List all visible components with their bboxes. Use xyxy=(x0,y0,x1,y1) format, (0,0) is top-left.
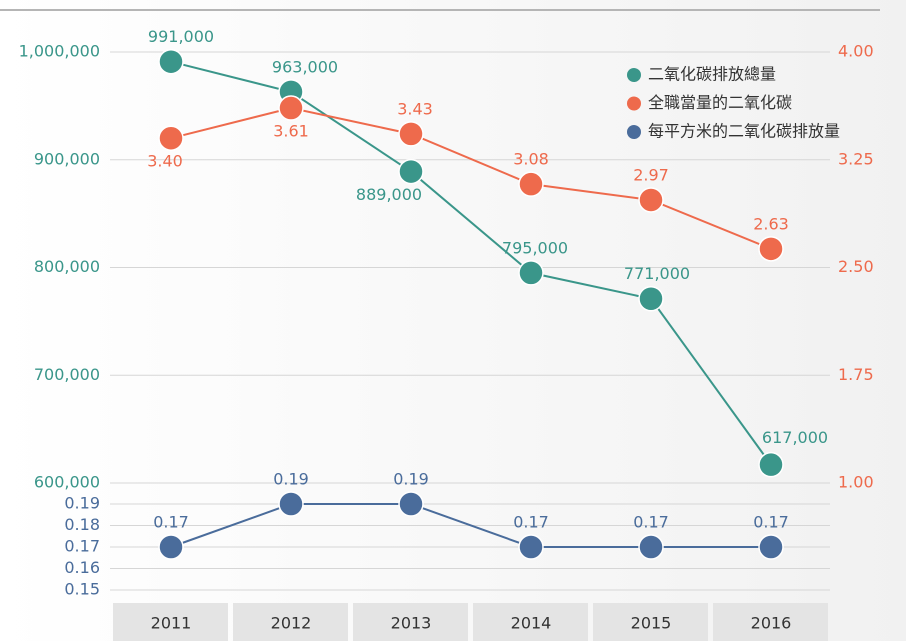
legend-label: 全職當量的二氧化碳 xyxy=(648,93,792,112)
data-label: 3.61 xyxy=(273,122,309,141)
point xyxy=(758,451,784,478)
x-tick-label: 2014 xyxy=(511,614,552,633)
point xyxy=(638,285,664,312)
y-tick-label: 0.17 xyxy=(64,537,100,556)
y-tick-label: 1.75 xyxy=(838,365,874,384)
legend-marker xyxy=(627,125,641,139)
data-label: 0.17 xyxy=(513,513,549,532)
y-tick-label: 600,000 xyxy=(34,473,100,492)
x-tick-box xyxy=(353,603,468,641)
x-tick-label: 2016 xyxy=(751,614,792,633)
x-tick-label: 2015 xyxy=(631,614,672,633)
point xyxy=(398,158,424,185)
y-tick-label: 0.18 xyxy=(64,515,100,534)
point xyxy=(638,534,664,560)
legend-label: 二氧化碳排放總量 xyxy=(648,65,776,84)
data-label: 617,000 xyxy=(762,428,828,447)
point xyxy=(398,121,424,147)
data-label: 0.17 xyxy=(153,513,189,532)
data-label: 795,000 xyxy=(502,238,568,257)
y-tick-label: 1.00 xyxy=(838,473,874,492)
data-label: 991,000 xyxy=(148,27,214,46)
y-tick-label: 800,000 xyxy=(34,257,100,276)
x-tick-box xyxy=(473,603,588,641)
legend-label: 每平方米的二氧化碳排放量 xyxy=(648,122,840,141)
data-label: 3.43 xyxy=(397,99,433,118)
y-tick-label: 0.15 xyxy=(64,580,100,599)
data-label: 2.97 xyxy=(633,165,669,184)
y-tick-label: 3.25 xyxy=(838,149,874,168)
y-tick-label: 4.00 xyxy=(838,42,874,61)
point xyxy=(758,236,784,262)
point xyxy=(518,260,544,286)
y-tick-label: 0.19 xyxy=(64,494,100,513)
legend-marker xyxy=(627,96,641,111)
x-tick-label: 2013 xyxy=(391,614,432,633)
point xyxy=(278,95,304,121)
data-label: 0.19 xyxy=(393,470,429,489)
data-label: 0.17 xyxy=(753,513,789,532)
point xyxy=(518,171,544,197)
x-tick-box xyxy=(113,603,228,641)
data-label: 889,000 xyxy=(356,185,422,204)
x-tick-box xyxy=(233,603,348,641)
x-tick-label: 2011 xyxy=(151,614,192,633)
point xyxy=(398,491,424,517)
point xyxy=(158,125,184,151)
point xyxy=(278,491,304,517)
y-tick-label: 900,000 xyxy=(34,149,100,168)
point xyxy=(518,534,544,560)
point xyxy=(638,187,664,213)
x-tick-label: 2012 xyxy=(271,614,312,633)
data-label: 0.17 xyxy=(633,513,669,532)
series-line xyxy=(170,60,772,466)
x-tick-box xyxy=(593,603,708,641)
data-label: 3.40 xyxy=(147,152,183,171)
y-tick-label: 1,000,000 xyxy=(19,42,100,61)
data-label: 2.63 xyxy=(753,214,789,233)
point xyxy=(158,534,184,560)
series-line xyxy=(170,503,771,548)
x-tick-box xyxy=(713,603,828,641)
point xyxy=(758,534,784,560)
data-label: 771,000 xyxy=(624,264,690,283)
y-tick-label: 2.50 xyxy=(838,257,874,276)
data-label: 0.19 xyxy=(273,470,309,489)
series-line xyxy=(170,107,772,250)
y-tick-label: 700,000 xyxy=(34,365,100,384)
point xyxy=(158,48,184,75)
y-tick-label: 0.16 xyxy=(64,558,100,577)
legend-marker xyxy=(627,68,641,82)
data-label: 963,000 xyxy=(272,57,338,76)
data-label: 3.08 xyxy=(513,150,549,169)
